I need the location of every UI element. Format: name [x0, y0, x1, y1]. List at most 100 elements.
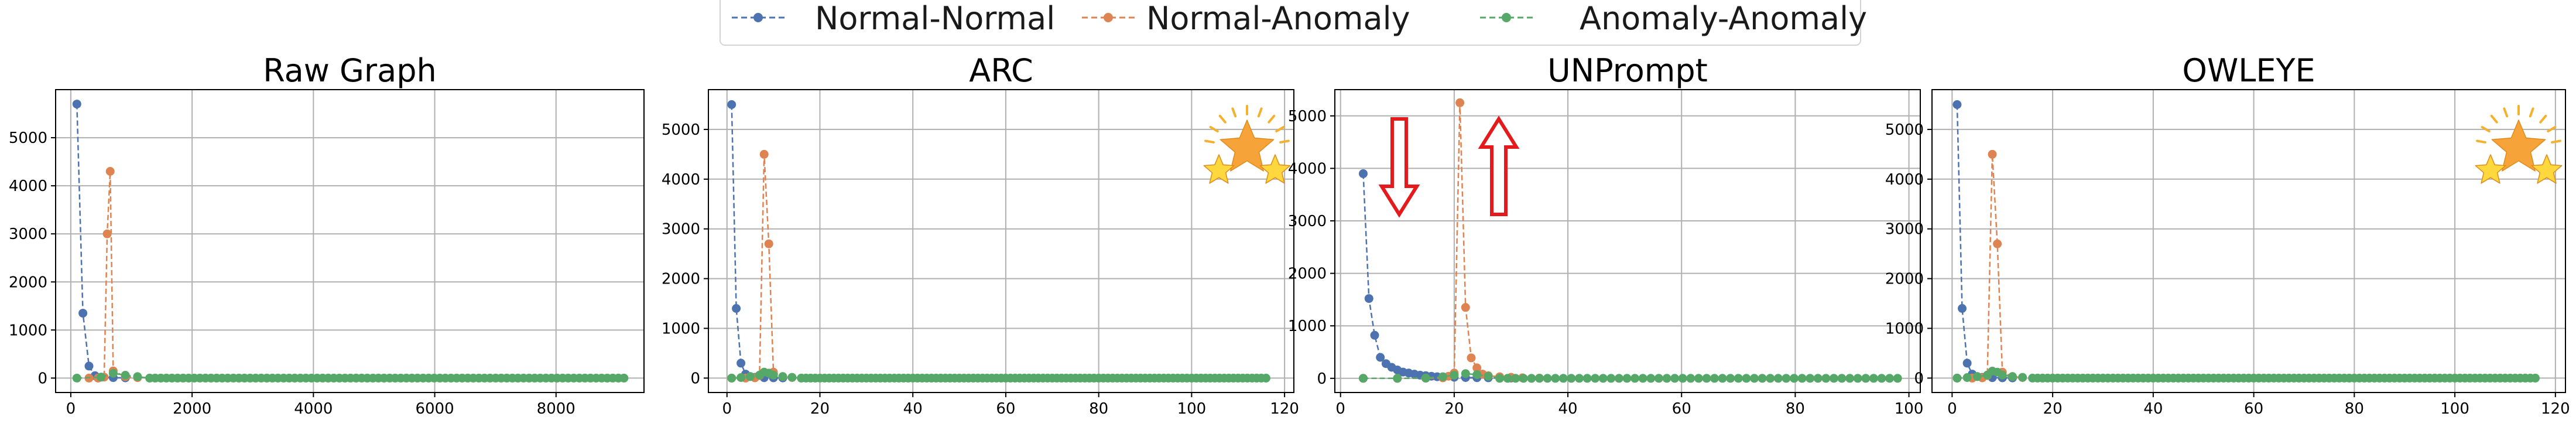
y-tick-label: 0 [37, 370, 47, 387]
sparkle-ray [1279, 139, 1290, 144]
data-point-anomaly-anomaly [121, 371, 130, 380]
y-tick-label: 3000 [662, 221, 700, 238]
data-point-anomaly-anomaly [1952, 373, 1962, 383]
y-tick-label: 5000 [662, 121, 700, 139]
x-tick-label: 8000 [537, 400, 576, 418]
data-point-anomaly-anomaly [1591, 374, 1600, 383]
data-point-anomaly-anomaly [1869, 374, 1878, 383]
data-point-anomaly-anomaly [1606, 374, 1616, 383]
x-tick-label: 6000 [415, 400, 454, 418]
sparkle-ray [1231, 107, 1237, 118]
chart-title: OWLEYE [2182, 52, 2315, 89]
data-point-anomaly-anomaly [1813, 374, 1823, 383]
sparkle-ray [1209, 126, 1219, 132]
series-normal-normal [72, 100, 130, 383]
data-point-anomaly-anomaly [745, 372, 755, 381]
legend-label-normal-anomaly: Normal-Anomaly [1146, 0, 1410, 37]
data-point-anomaly-anomaly [1558, 374, 1568, 383]
data-point-anomaly-anomaly [1484, 371, 1493, 381]
down-arrow-shape [1378, 117, 1420, 218]
data-point-normal-normal [1952, 100, 1962, 109]
data-point-anomaly-anomaly [1702, 374, 1711, 383]
data-point-anomaly-anomaly [1582, 374, 1592, 383]
data-point-normal-normal [1359, 169, 1368, 178]
data-point-anomaly-anomaly [97, 373, 106, 382]
data-point-anomaly-anomaly [1885, 374, 1895, 383]
data-point-anomaly-anomaly [1598, 374, 1608, 383]
series-normal-anomaly [727, 149, 797, 383]
data-point-normal-anomaly [1988, 149, 1997, 159]
data-point-anomaly-anomaly [72, 373, 81, 383]
y-tick-label: 3000 [1288, 213, 1327, 230]
data-point-normal-anomaly [105, 167, 115, 176]
data-point-anomaly-anomaly [1694, 374, 1703, 383]
legend-entry-normal-anomaly: Normal-Anomaly [1082, 0, 1410, 37]
chart-panel-raw-graph: Raw Graph 0 2000 4000 6000 8000 0 1000 2000 3000 4… [9, 52, 645, 418]
data-point-anomaly-anomaly [1773, 374, 1783, 383]
y-tick-label: 2000 [1288, 265, 1327, 283]
data-point-anomaly-anomaly [727, 373, 737, 383]
data-point-normal-normal [72, 100, 81, 109]
x-tick-label: 60 [1672, 400, 1691, 418]
series-line-normal-anomaly [1957, 154, 2023, 379]
y-tick-label: 5000 [1288, 108, 1327, 125]
data-point-anomaly-anomaly [1670, 374, 1680, 383]
data-point-anomaly-anomaly [1359, 374, 1368, 383]
data-point-normal-normal [78, 309, 88, 318]
up-arrow-icon [1478, 115, 1520, 216]
data-point-anomaly-anomaly [1261, 373, 1270, 383]
y-tick-label: 4000 [662, 171, 700, 189]
data-point-anomaly-anomaly [1797, 374, 1807, 383]
small-star-icon [1259, 154, 1291, 184]
sparkle-ray [1275, 126, 1285, 132]
x-tick-label: 100 [1895, 400, 1924, 418]
x-tick-label: 4000 [294, 400, 333, 418]
series-line-normal-normal [76, 104, 126, 379]
series-anomaly-anomaly [1952, 367, 2540, 383]
data-point-anomaly-anomaly [2018, 373, 2027, 382]
sparkle-ray [2481, 126, 2491, 132]
data-point-anomaly-anomaly [1543, 374, 1552, 383]
data-point-normal-anomaly [1993, 239, 2002, 248]
sparkle-ray [2490, 114, 2498, 124]
data-point-normal-anomaly [1455, 98, 1465, 107]
data-point-anomaly-anomaly [1622, 374, 1632, 383]
series-line-normal-normal [1956, 104, 2013, 379]
data-point-anomaly-anomaly [1519, 374, 1528, 383]
data-point-anomaly-anomaly [1845, 374, 1855, 383]
legend-marker-anomaly-anomaly [1502, 13, 1511, 22]
data-point-anomaly-anomaly [1806, 374, 1815, 383]
data-point-anomaly-anomaly [787, 373, 797, 382]
small-star-icon [2475, 154, 2506, 184]
data-point-anomaly-anomaly [1782, 374, 1791, 383]
data-point-anomaly-anomaly [1766, 374, 1775, 383]
data-point-anomaly-anomaly [1461, 369, 1470, 378]
x-tick-label: 60 [996, 400, 1015, 418]
data-point-anomaly-anomaly [1630, 374, 1640, 383]
data-point-anomaly-anomaly [1527, 374, 1536, 383]
big-star-icon [2491, 120, 2546, 172]
sparkle-ray [2539, 114, 2547, 124]
data-point-normal-normal [1376, 353, 1385, 362]
x-tick-label: 100 [2440, 400, 2469, 418]
data-point-normal-normal [1958, 304, 1967, 313]
x-tick-label: 120 [2541, 400, 2570, 418]
y-tick-label: 4000 [1885, 171, 1924, 189]
x-tick-label: 0 [1947, 400, 1957, 418]
x-tick-label: 100 [1177, 400, 1207, 418]
data-point-anomaly-anomaly [1726, 374, 1735, 383]
legend-marker-normal-anomaly [1104, 13, 1113, 22]
data-point-anomaly-anomaly [737, 373, 746, 382]
data-point-anomaly-anomaly [1972, 372, 1982, 381]
data-point-anomaly-anomaly [1662, 374, 1671, 383]
data-point-normal-normal [732, 304, 741, 313]
legend: Normal-Normal Normal-Anomaly Anomaly-Ano… [720, 0, 1867, 46]
x-tick-label: 120 [1270, 400, 1299, 418]
sparkle-ray [1218, 114, 1227, 124]
sparkle-ray [1268, 114, 1276, 124]
legend-label-anomaly-anomaly: Anomaly-Anomaly [1580, 0, 1867, 37]
data-point-anomaly-anomaly [1638, 374, 1647, 383]
legend-entry-normal-normal: Normal-Normal [732, 0, 1055, 37]
data-point-anomaly-anomaly [778, 372, 787, 381]
